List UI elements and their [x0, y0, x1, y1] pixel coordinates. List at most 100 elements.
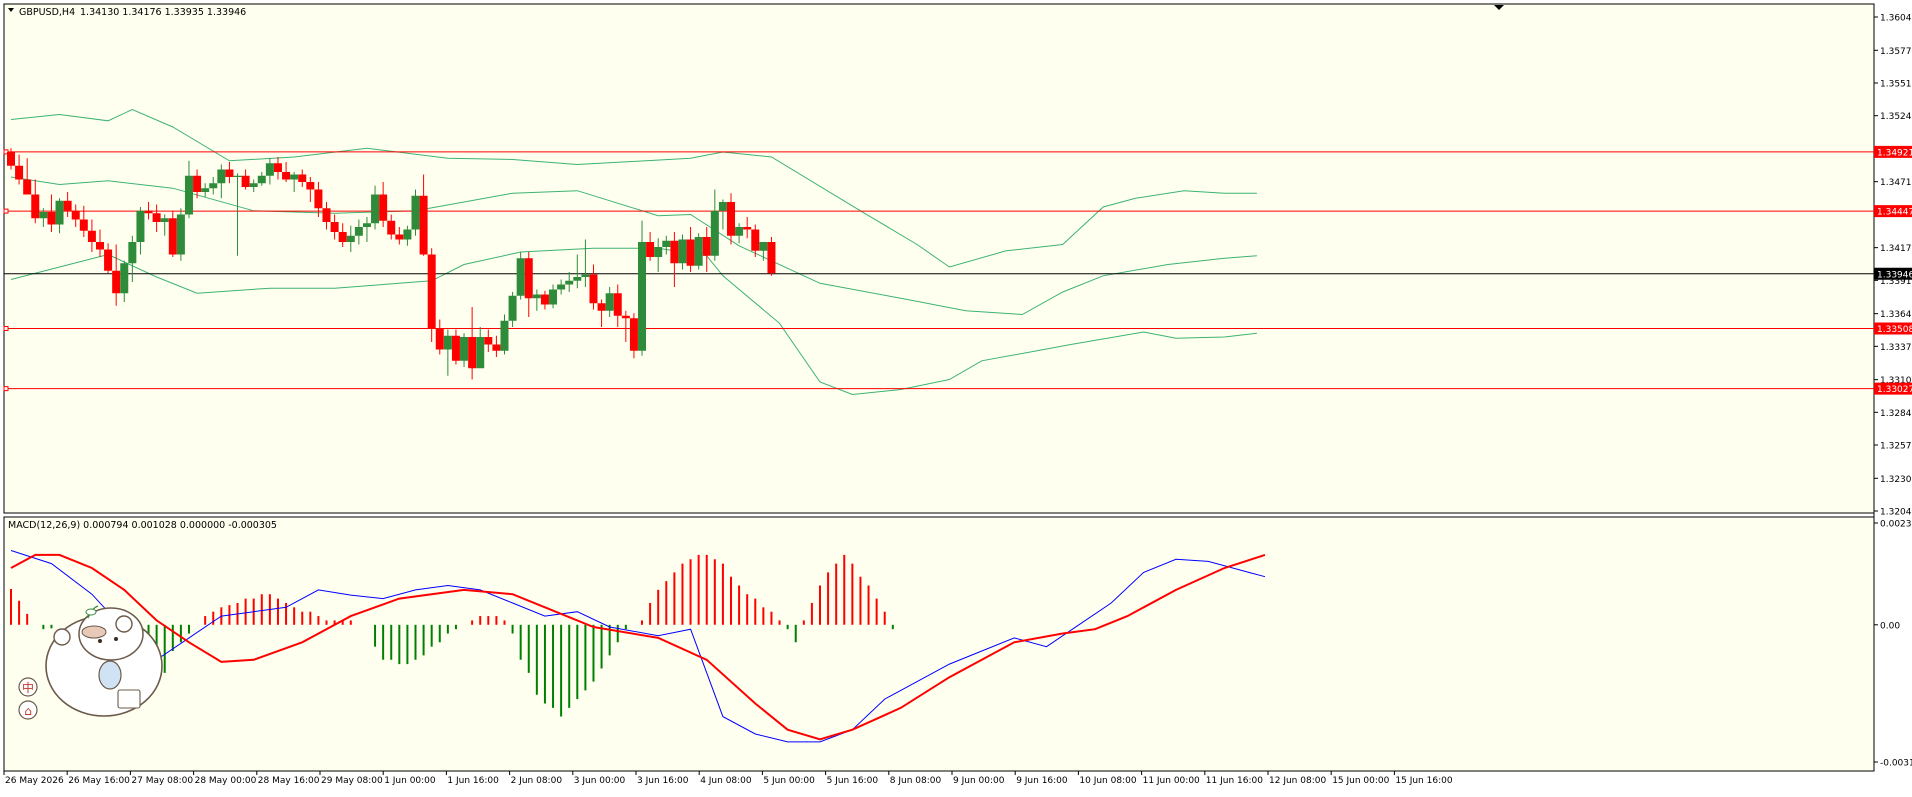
price-tag-label: 1.34921 — [1877, 148, 1912, 158]
time-tick-label: 1 Jun 16:00 — [447, 776, 499, 786]
candle-body — [435, 328, 444, 350]
horizontal-levels[interactable] — [3, 149, 1874, 392]
price-tick-label: 1.32305 — [1880, 475, 1912, 485]
candle-body — [678, 239, 687, 264]
bollinger-middle-line — [10, 176, 1257, 316]
time-tick-label: 1 Jun 00:00 — [384, 776, 436, 786]
price-level-handle[interactable] — [3, 386, 9, 392]
candle-body — [605, 293, 614, 311]
candle-body — [524, 258, 533, 299]
candle-body — [613, 293, 622, 316]
macd-lines — [10, 550, 1266, 743]
candle-body — [532, 294, 541, 299]
price-tag-label: 1.33508 — [1877, 325, 1912, 335]
candle-body — [136, 210, 145, 242]
price-tick-label: 1.32840 — [1880, 409, 1912, 419]
time-tick-label: 11 Jun 00:00 — [1143, 776, 1200, 786]
candle-body — [468, 337, 477, 369]
candle-body — [621, 315, 630, 319]
chinese-char-icon[interactable]: 中 — [18, 677, 38, 697]
candle-body — [71, 210, 80, 220]
time-tick-label: 4 Jun 08:00 — [700, 776, 752, 786]
price-tag-box — [1874, 382, 1912, 395]
candle-body — [193, 175, 202, 192]
candle-body — [265, 163, 274, 176]
candle-body — [55, 200, 64, 225]
candle-body — [751, 229, 760, 251]
candle-body — [217, 169, 226, 184]
price-tick-label: 1.32575 — [1880, 442, 1912, 452]
candle-body — [710, 210, 719, 256]
bollinger-lower-line — [10, 247, 1257, 396]
candle-body — [540, 294, 549, 305]
time-tick-label: 8 Jun 08:00 — [890, 776, 942, 786]
candle-body — [15, 165, 24, 180]
candle-body — [120, 263, 129, 294]
macd-pane[interactable] — [3, 516, 1875, 772]
price-tick-label: 1.35245 — [1880, 112, 1912, 122]
candle-body — [338, 232, 347, 242]
candle-body — [23, 179, 32, 195]
candle-body — [702, 237, 711, 256]
price-axis[interactable]: 1.360451.357751.355101.352451.349751.347… — [1874, 14, 1912, 518]
candle-body — [476, 337, 485, 369]
candle-body — [201, 188, 210, 192]
candle-body — [95, 242, 104, 250]
dropdown-triangle-icon[interactable] — [8, 8, 14, 12]
bollinger-bands — [10, 108, 1257, 396]
price-tick-label: 1.34710 — [1880, 178, 1912, 188]
macd-axis[interactable]: 0.00233 0.00 -0.00314 — [1874, 520, 1912, 769]
candle-body — [451, 335, 460, 361]
candle-body — [484, 337, 493, 345]
candle-body — [727, 202, 736, 236]
time-tick-label: 28 May 16:00 — [258, 776, 320, 786]
time-tick-label: 9 Jun 00:00 — [953, 776, 1005, 786]
time-axis[interactable]: 26 May 2026 26 May 16:00 27 May 08:00 28 Ma… — [3, 771, 1453, 786]
price-tag-label: 1.33027 — [1877, 385, 1912, 395]
price-level-handle[interactable] — [3, 326, 9, 331]
candle-body — [87, 230, 96, 242]
price-tag-box — [1874, 205, 1912, 218]
price-tag-label: 1.34447 — [1877, 208, 1912, 218]
candle-body — [718, 202, 727, 211]
candle-body — [549, 289, 558, 305]
candle-body — [629, 318, 638, 351]
candle-body — [176, 214, 185, 255]
time-tick-label: 10 Jun 08:00 — [1079, 776, 1136, 786]
price-level-handle[interactable] — [3, 149, 9, 155]
candle-body — [670, 240, 679, 264]
candle-body — [403, 229, 412, 240]
candle-body — [112, 270, 121, 294]
candle-body — [79, 219, 88, 231]
time-tick-label: 26 May 16:00 — [68, 776, 130, 786]
chart-symbol-label: GBPUSD,H4 — [19, 7, 75, 18]
price-tick-label: 1.33640 — [1880, 310, 1912, 320]
candle-body — [395, 234, 404, 240]
macd-tick-label: 0.00233 — [1880, 520, 1912, 530]
time-tick-label: 12 Jun 08:00 — [1269, 776, 1326, 786]
red-toolbox-icon[interactable]: ⌂ — [18, 700, 38, 720]
candle-body — [573, 277, 582, 281]
macd-tick-label: -0.00314 — [1880, 759, 1912, 769]
price-tag-label: 1.33946 — [1877, 270, 1912, 280]
price-tick-label: 1.33105 — [1880, 376, 1912, 386]
price-tag-box — [1874, 322, 1912, 335]
macd-tick-label: 0.00 — [1880, 621, 1900, 631]
price-tags: 1.34921 1.34447 1.33946 1.33508 1.33027 — [1874, 145, 1912, 395]
chart-shift-marker-icon[interactable] — [1494, 5, 1504, 10]
candle-body — [654, 247, 663, 257]
candle-body — [225, 169, 234, 177]
candle-body — [63, 200, 72, 211]
time-tick-label: 15 Jun 16:00 — [1395, 776, 1452, 786]
price-level-handle[interactable] — [3, 208, 9, 214]
candle-body — [39, 212, 48, 219]
candle-body — [759, 242, 768, 251]
price-pane[interactable] — [3, 3, 1875, 514]
bear-mascot-icon — [45, 605, 163, 717]
time-tick-label: 2 Jun 08:00 — [511, 776, 563, 786]
macd-signal-line — [10, 553, 1266, 741]
candle-body — [492, 344, 501, 351]
candle-body — [257, 175, 266, 184]
